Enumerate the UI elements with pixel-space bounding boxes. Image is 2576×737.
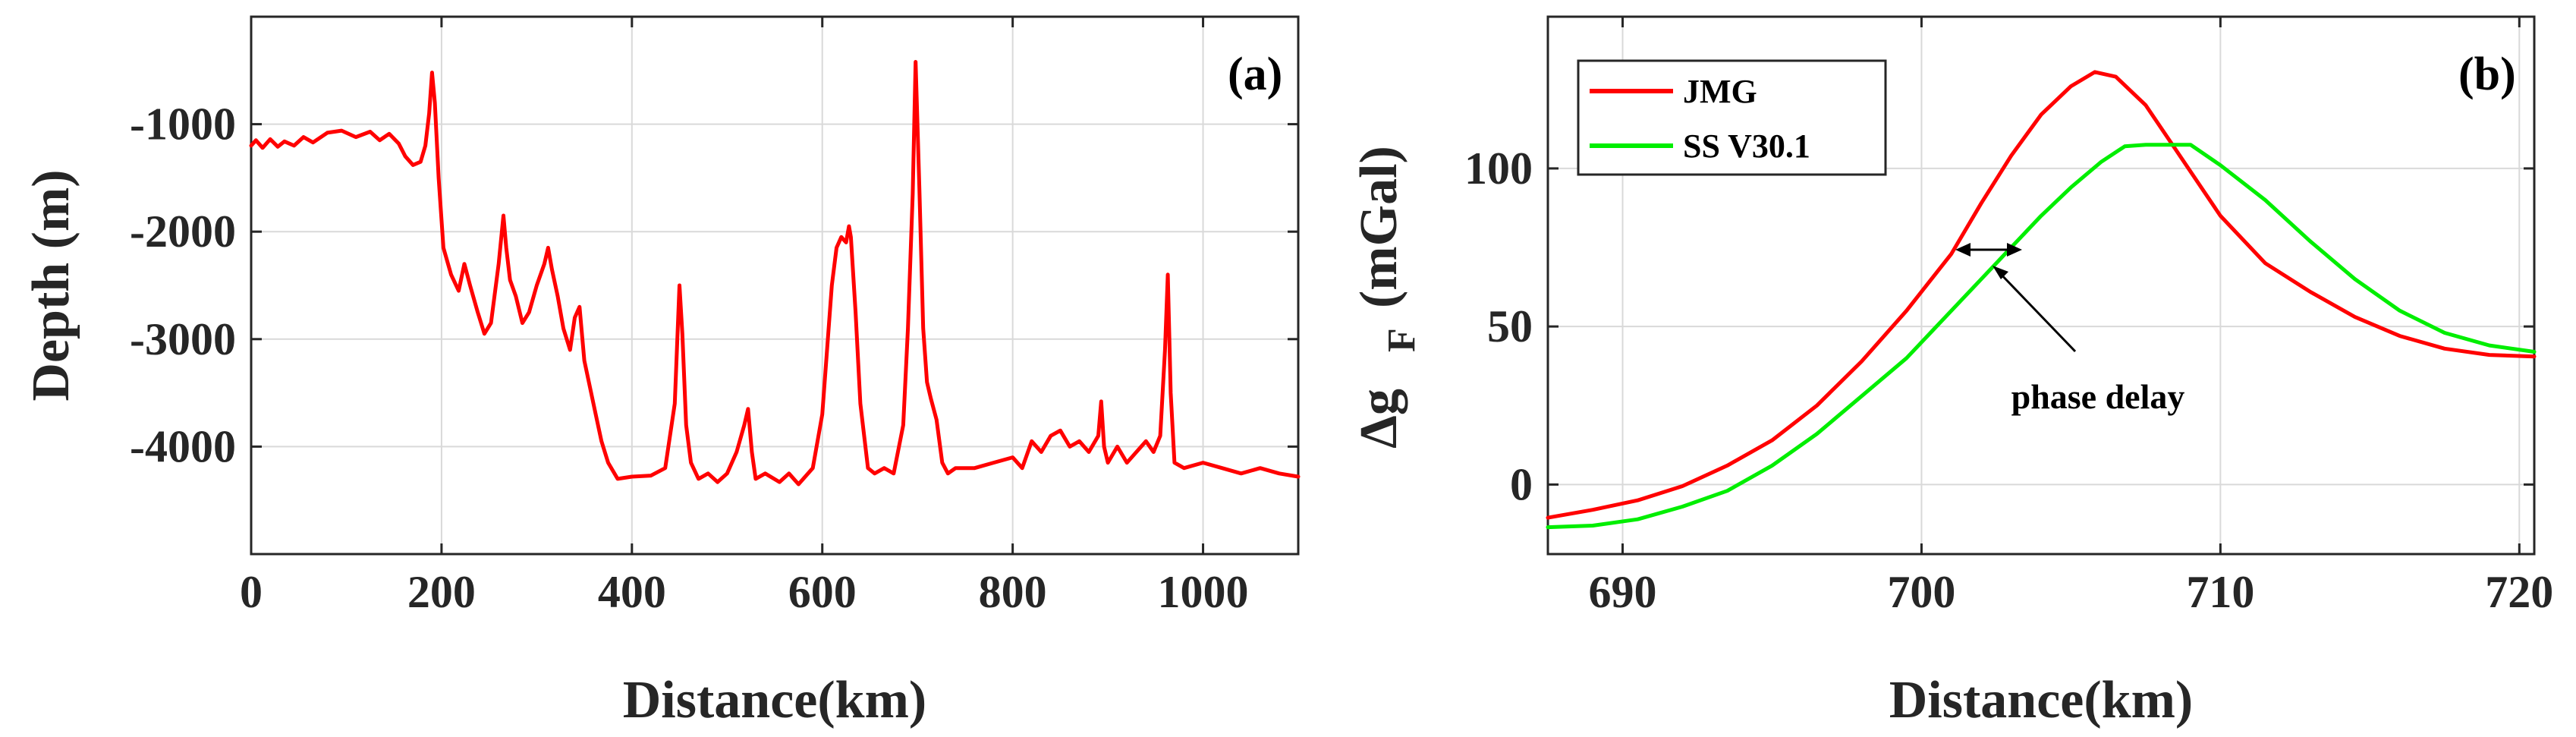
panel-a-x-ticks: 0 200 400 600 800 1000 <box>240 17 1249 617</box>
panel-b-y-axis-label: Δg F (mGal) <box>1350 146 1423 449</box>
panel-b-frame <box>1546 15 2536 556</box>
legend-label-ssv301: SS V30.1 <box>1683 128 1810 165</box>
panel-a-x-tick-label: 1000 <box>1158 567 1249 617</box>
phase-delay-pointer-line <box>1996 269 2077 353</box>
panel-a-y-tick-label: -2000 <box>130 206 236 257</box>
phase-delay-arrowhead-right <box>2007 243 2022 257</box>
panel-a-x-tick-label: 200 <box>407 567 476 617</box>
panel-b-x-tick-label: 710 <box>2186 567 2254 617</box>
panel-b-y-ticks: 0 50 100 <box>1464 143 2534 509</box>
legend-label-jmg: JMG <box>1683 73 1757 110</box>
legend-box <box>1577 59 1887 176</box>
panel-a-x-tick-label: 600 <box>788 567 857 617</box>
panel-a-x-tick-label: 0 <box>240 567 263 617</box>
phase-delay-pointer-head <box>1993 266 2008 279</box>
panel-b-y-tick-label: 100 <box>1464 143 1533 194</box>
panel-a-y-ticks: -4000 -3000 -2000 -1000 <box>130 99 1298 471</box>
phase-delay-annotation: phase delay <box>1955 243 2184 416</box>
panel-a-frame <box>250 15 1300 556</box>
phase-delay-arrowhead-left <box>1955 243 1971 257</box>
panel-b-y-axis-label-subscript: F <box>1380 328 1423 352</box>
panel-b-series-ss-v30-1-line <box>1546 143 2537 530</box>
panel-b-series-jmg-line <box>1546 70 2537 520</box>
panel-a-y-tick-label: -3000 <box>130 314 236 364</box>
panel-a-x-tick-label: 800 <box>979 567 1047 617</box>
panel-b-y-axis-label-main: Δg <box>1350 389 1408 449</box>
panel-a-y-tick-label: -4000 <box>130 421 236 471</box>
panel-b-y-tick-label: 0 <box>1510 459 1533 509</box>
panel-b-x-ticks: 690 700 710 720 <box>1588 17 2553 617</box>
panel-a-series <box>249 60 1301 487</box>
panel-a-y-tick-label: -1000 <box>130 99 236 150</box>
panel-b-x-tick-label: 690 <box>1588 567 1656 617</box>
panel-a-depth-plot: 0 200 400 600 800 1000 -4000 -3000 -2000 -1000 (… <box>22 15 1301 729</box>
panel-b-legend: JMG SS V30.1 <box>1577 59 1887 176</box>
panel-b-y-axis-label-unit: (mGal) <box>1350 146 1408 308</box>
panel-a-label: (a) <box>1228 49 1282 100</box>
panel-b-x-tick-label: 700 <box>1887 567 1955 617</box>
panel-a-series-depth-line <box>249 60 1301 487</box>
panel-b-x-axis-label: Distance(km) <box>1889 671 2193 729</box>
panel-b-label: (b) <box>2458 49 2516 100</box>
panel-b-gravity-plot: 690 700 710 720 0 50 100 (b) Distance(km) Δg … <box>1350 15 2553 729</box>
panel-a-x-axis-label: Distance(km) <box>623 671 926 729</box>
panel-b-x-tick-label: 720 <box>2485 567 2553 617</box>
panel-a-y-axis-label: Depth (m) <box>22 169 80 401</box>
panel-b-y-tick-label: 50 <box>1487 301 1533 351</box>
phase-delay-text: phase delay <box>2011 377 2185 416</box>
panel-a-x-tick-label: 400 <box>598 567 666 617</box>
panel-b-series <box>1546 70 2537 530</box>
panel-a-grid <box>250 17 1298 554</box>
